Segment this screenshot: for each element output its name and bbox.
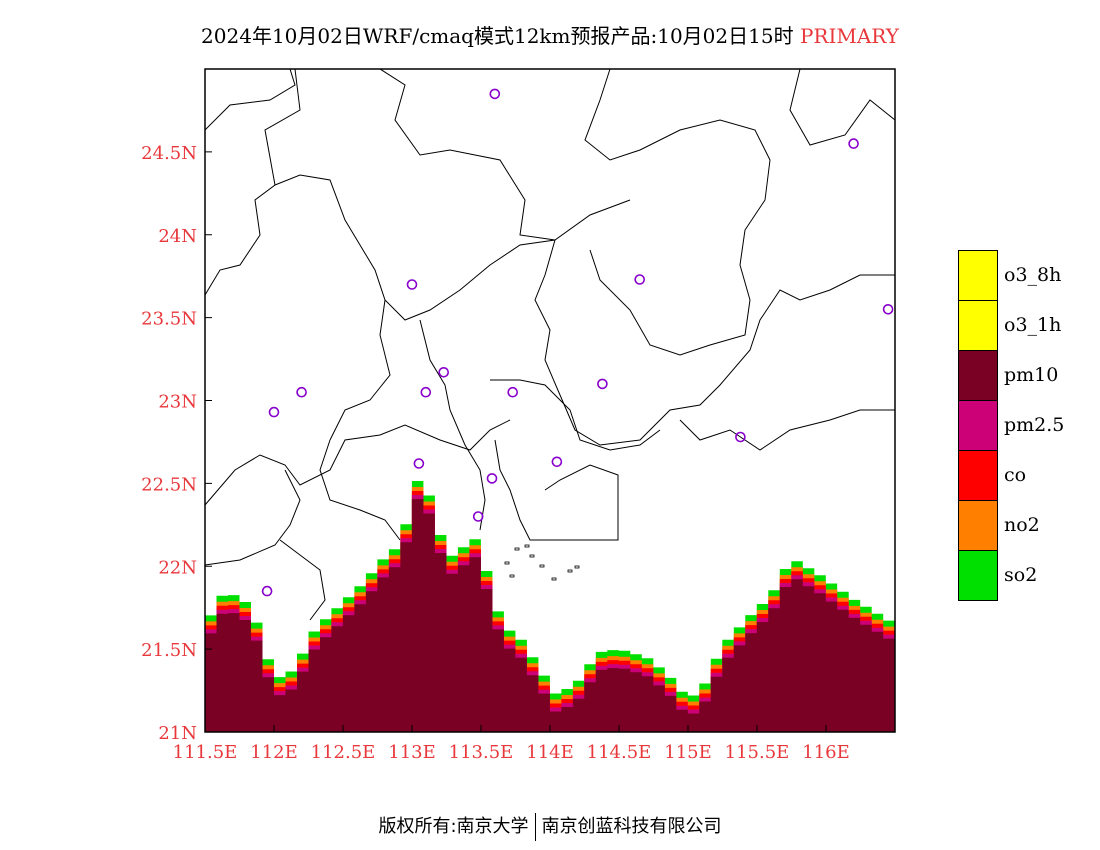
y-axis-ticks: 21N 21.5N 22N 22.5N 23N 23.5N 24N 24.5N [141, 143, 212, 744]
boundary-line [274, 174, 631, 321]
x-tick-label: 112.5E [311, 742, 376, 763]
island-outline [529, 554, 535, 558]
x-tick-label: 116E [802, 742, 850, 763]
island-outline [514, 547, 520, 551]
boundary-line [490, 379, 661, 451]
legend-label: so2 [1004, 564, 1038, 586]
station-marker [597, 378, 608, 390]
footer-left: 版权所有:南京大学 [378, 816, 529, 837]
legend-swatch [958, 300, 998, 351]
boundary-line [419, 319, 486, 531]
island-outline [567, 569, 573, 573]
boundary-line [534, 239, 895, 446]
boundary-line [789, 68, 896, 146]
island-outline [524, 544, 530, 548]
legend-label: pm10 [1004, 364, 1059, 386]
footer-right: 南京创蓝科技有限公司 [541, 816, 722, 837]
station-marker [882, 303, 894, 315]
copyright-footer: 版权所有:南京大学 南京创蓝科技有限公司 [0, 812, 1100, 841]
x-axis-ticks: 111.5E 112E 112.5E 113E 113.5E 114E 114.5E 115E… [173, 725, 850, 763]
station-marker [486, 473, 498, 484]
station-marker [420, 386, 432, 398]
y-tick-label: 24.5N [141, 143, 197, 164]
boundary-line [204, 419, 511, 506]
x-tick-label: 113.5E [449, 742, 514, 763]
island-outline [574, 565, 580, 569]
legend-swatch [958, 450, 998, 501]
boundary-line [319, 439, 401, 541]
station-marker [413, 458, 425, 469]
x-tick-label: 111.5E [173, 742, 238, 763]
pollution-field [205, 481, 895, 732]
legend-label: o3_8h [1004, 264, 1062, 286]
station-marker [507, 386, 519, 398]
y-tick-label: 21N [158, 723, 197, 744]
island-outline [551, 577, 557, 581]
boundary-line [494, 439, 619, 541]
station-marker [634, 274, 646, 285]
legend-label: pm2.5 [1004, 414, 1065, 436]
boundary-line [279, 539, 326, 621]
legend-swatch [958, 400, 998, 451]
admin-boundaries [204, 68, 896, 621]
y-tick-label: 24N [158, 226, 197, 247]
station-marker [268, 406, 280, 418]
legend-swatch [958, 350, 998, 401]
station-marker [472, 511, 484, 522]
legend-label: co [1004, 464, 1027, 486]
boundary-line [584, 68, 771, 356]
island-outline [539, 564, 545, 568]
y-tick-label: 21.5N [141, 640, 197, 661]
forecast-map: 111.5E 112E 112.5E 113E 113.5E 114E 114.5E 115E… [141, 68, 896, 763]
station-marker [261, 585, 273, 597]
boundary-line [379, 68, 556, 241]
boundary-line [329, 299, 391, 441]
legend-swatch [958, 250, 998, 301]
station-marker [296, 386, 307, 398]
map-title: 2024年10月02日WRF/cmaq模式12km预报产品:10月02日15时 … [0, 20, 1100, 49]
station-marker [551, 456, 563, 468]
boundary-line [679, 409, 895, 451]
x-tick-label: 115.5E [725, 742, 790, 763]
x-tick-label: 112E [250, 742, 298, 763]
boundary-line [204, 469, 301, 566]
island-outline [504, 561, 510, 565]
title-text: 2024年10月02日WRF/cmaq模式12km预报产品:10月02日15时 [201, 24, 794, 48]
y-tick-label: 23.5N [141, 309, 197, 330]
station-marker [735, 431, 746, 443]
y-tick-label: 22N [158, 557, 197, 578]
station-marker [489, 88, 501, 100]
x-tick-label: 114.5E [587, 742, 652, 763]
x-tick-label: 113E [388, 742, 436, 763]
boundary-line [204, 68, 296, 131]
footer-separator [534, 813, 536, 841]
station-marker [406, 279, 418, 290]
legend-label: no2 [1004, 514, 1040, 536]
x-tick-label: 114E [526, 742, 574, 763]
x-tick-label: 115E [664, 742, 712, 763]
station-marker [848, 138, 859, 149]
station-marker [438, 366, 450, 378]
island-outline [509, 574, 515, 578]
monitoring-stations [261, 88, 894, 597]
pollution-band-pm10 [205, 499, 895, 732]
y-tick-label: 22.5N [141, 474, 197, 495]
legend-label: o3_1h [1004, 314, 1062, 336]
legend-swatch [958, 500, 998, 551]
legend-swatch [958, 550, 998, 601]
title-primary-tag: PRIMARY [799, 24, 899, 48]
y-tick-label: 23N [158, 392, 197, 413]
boundary-line [204, 68, 301, 296]
